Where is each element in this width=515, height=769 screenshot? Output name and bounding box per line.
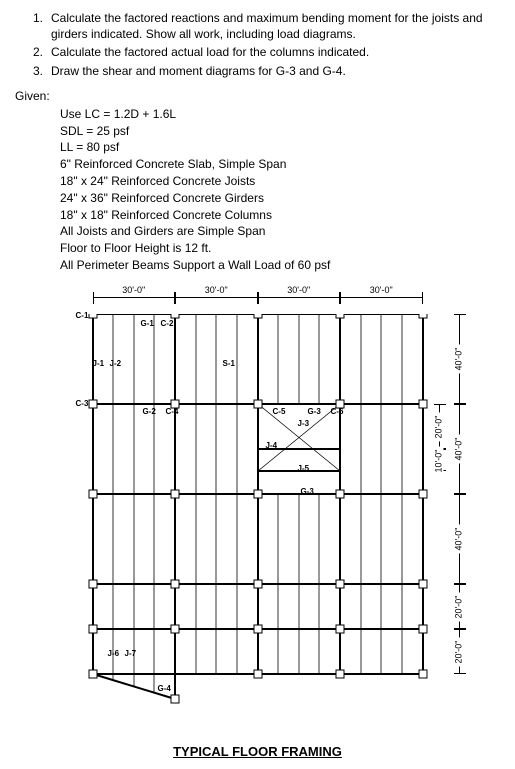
dim-top-item: 30'-0" bbox=[175, 289, 258, 298]
dim-value: 40'-0" bbox=[453, 524, 463, 553]
label-g2: G-2 bbox=[143, 407, 156, 416]
diagram-title: TYPICAL FLOOR FRAMING bbox=[15, 744, 500, 759]
given-line: 18" x 18" Reinforced Concrete Columns bbox=[60, 207, 500, 224]
label-g3b: G-3 bbox=[301, 487, 314, 496]
problem-num: 1. bbox=[33, 10, 51, 42]
label-j4: J-4 bbox=[266, 441, 278, 450]
label-s1: S-1 bbox=[223, 359, 235, 368]
problem-item: 3. Draw the shear and moment diagrams fo… bbox=[33, 63, 500, 79]
dim-value: 20'-0" bbox=[453, 592, 463, 621]
problem-item: 1. Calculate the factored reactions and … bbox=[33, 10, 500, 42]
dim-top-item: 30'-0" bbox=[258, 289, 341, 298]
given-line: Floor to Floor Height is 12 ft. bbox=[60, 240, 500, 257]
top-dimensions: 30'-0" 30'-0" 30'-0" 30'-0" bbox=[93, 289, 423, 298]
label-c4: C-4 bbox=[166, 407, 179, 416]
dim-value: 10'-0" bbox=[433, 446, 443, 475]
problem-num: 3. bbox=[33, 63, 51, 79]
label-c3: C-3 bbox=[76, 399, 89, 408]
label-c2: C-2 bbox=[161, 319, 174, 328]
label-j3: J-3 bbox=[298, 419, 310, 428]
dim-value: 20'-0" bbox=[453, 637, 463, 666]
problem-text: Calculate the factored reactions and max… bbox=[51, 10, 500, 42]
floor-framing-diagram: 30'-0" 30'-0" 30'-0" 30'-0" 40'-0" 40'-0… bbox=[48, 289, 468, 739]
dim-value: 30'-0" bbox=[119, 285, 148, 295]
label-j7: J-7 bbox=[125, 649, 137, 658]
given-line: All Perimeter Beams Support a Wall Load … bbox=[60, 257, 500, 274]
label-g3: G-3 bbox=[308, 407, 321, 416]
problem-num: 2. bbox=[33, 44, 51, 60]
given-line: SDL = 25 psf bbox=[60, 123, 500, 140]
dim-top-item: 30'-0" bbox=[340, 289, 423, 298]
problem-text: Draw the shear and moment diagrams for G… bbox=[51, 63, 346, 79]
given-line: 24" x 36" Reinforced Concrete Girders bbox=[60, 190, 500, 207]
given-line: Use LC = 1.2D + 1.6L bbox=[60, 106, 500, 123]
problem-text: Calculate the factored actual load for t… bbox=[51, 44, 369, 60]
dim-value: 30'-0" bbox=[284, 285, 313, 295]
label-c6: C-6 bbox=[331, 407, 344, 416]
dim-value: 40'-0" bbox=[453, 344, 463, 373]
given-line: 18" x 24" Reinforced Concrete Joists bbox=[60, 173, 500, 190]
label-c1: C-1 bbox=[76, 311, 89, 320]
dim-value: 30'-0" bbox=[367, 285, 396, 295]
given-label: Given: bbox=[15, 89, 500, 103]
given-block: Use LC = 1.2D + 1.6L SDL = 25 psf LL = 8… bbox=[15, 106, 500, 274]
label-c5: C-5 bbox=[273, 407, 286, 416]
label-g1: G-1 bbox=[141, 319, 154, 328]
given-line: LL = 80 psf bbox=[60, 139, 500, 156]
problem-list: 1. Calculate the factored reactions and … bbox=[15, 10, 500, 79]
dim-top-item: 30'-0" bbox=[93, 289, 176, 298]
label-j1: J-1 bbox=[93, 359, 105, 368]
label-g4: G-4 bbox=[158, 684, 171, 693]
given-line: All Joists and Girders are Simple Span bbox=[60, 223, 500, 240]
dim-value: 20'-0" bbox=[433, 412, 443, 441]
given-line: 6" Reinforced Concrete Slab, Simple Span bbox=[60, 156, 500, 173]
problem-item: 2. Calculate the factored actual load fo… bbox=[33, 44, 500, 60]
dim-value: 40'-0" bbox=[453, 434, 463, 463]
framing-grid bbox=[88, 314, 428, 714]
dim-value: 30'-0" bbox=[202, 285, 231, 295]
label-j5: J-5 bbox=[298, 464, 310, 473]
label-j6: J-6 bbox=[108, 649, 120, 658]
label-j2: J-2 bbox=[110, 359, 122, 368]
